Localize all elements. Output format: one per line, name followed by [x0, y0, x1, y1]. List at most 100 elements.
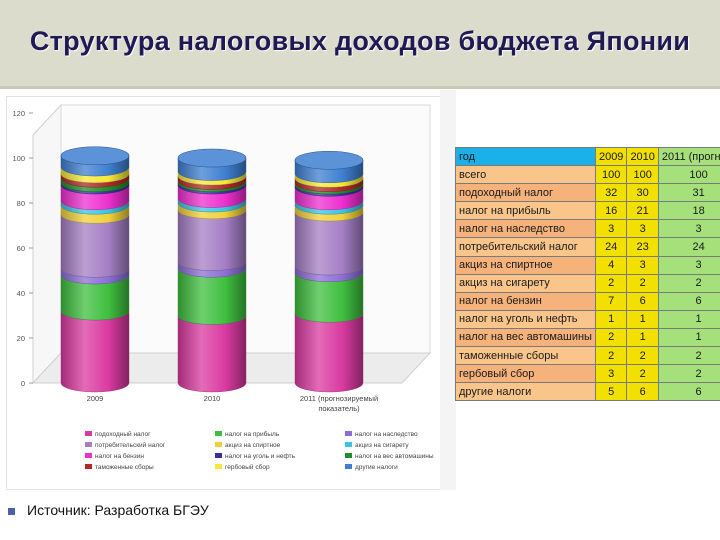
table-row: гербовый сбор 3 2 2: [455, 364, 720, 384]
table-row-label: налог на уголь и нефть: [455, 309, 596, 329]
source-note: Источник: Разработка БГЭУ: [8, 502, 209, 518]
table-cell: 23: [626, 237, 659, 257]
table-cell: 1: [594, 309, 628, 329]
legend-label: налог на наследство: [355, 431, 418, 438]
legend-swatch: [215, 453, 222, 458]
bar-top-cap: [294, 150, 364, 170]
legend-label: другие налоги: [355, 464, 398, 471]
table-cell: 3: [594, 219, 628, 239]
y-tick-label: 20: [17, 334, 25, 343]
x-tick-label: 2009: [87, 394, 104, 403]
legend-swatch: [85, 431, 92, 436]
table-row-label: акциз на спиртное: [455, 255, 596, 275]
table-cell: 4: [594, 255, 628, 275]
legend-swatch: [85, 464, 92, 469]
legend-label: налог на уголь и нефть: [225, 453, 296, 460]
legend-swatch: [85, 442, 92, 447]
bar-segment: [294, 211, 364, 276]
table-cell: 2: [657, 346, 720, 366]
legend-label: акциз на спиртное: [225, 442, 281, 449]
legend-label: таможенные сборы: [95, 463, 154, 471]
page-title: Структура налоговых доходов бюджета Япон…: [29, 26, 691, 56]
table-cell: 7: [594, 291, 628, 311]
legend-swatch: [345, 442, 352, 447]
y-tick-label: 120: [12, 109, 25, 118]
table-header-year: 2009: [594, 146, 628, 167]
legend-label: акциз на сигарету: [355, 442, 409, 449]
table-row: подоходный налог 32 30 31: [455, 183, 720, 203]
table-row-label: налог на вес автомашины: [455, 327, 596, 348]
table-row: потребительский налог 24 23 24: [455, 237, 720, 257]
legend-label: гербовый сбор: [225, 463, 270, 471]
table-cell: 3: [657, 255, 720, 275]
legend-swatch: [345, 453, 352, 458]
table-row-label: другие налоги: [455, 382, 596, 402]
table-cell: 2: [657, 364, 720, 384]
table-cell: 2: [626, 273, 659, 293]
legend-swatch: [345, 431, 352, 436]
table-cell: 24: [594, 237, 628, 257]
table-cell: 31: [657, 183, 720, 203]
y-tick-label: 80: [17, 199, 25, 208]
bar-segment: [60, 214, 130, 278]
table-cell: 2: [657, 273, 720, 293]
table-row: налог на уголь и нефть 1 1 1: [455, 309, 720, 329]
y-tick-label: 0: [21, 379, 25, 388]
table-cell: 1: [657, 309, 720, 329]
y-tick-label: 100: [12, 154, 25, 163]
table-cell: 2: [594, 273, 628, 293]
table-row: всего 100 100 100: [455, 165, 720, 185]
table-cell: 1: [626, 309, 659, 329]
table-cell: 24: [657, 237, 720, 257]
table-row: налог на бензин 7 6 6: [455, 291, 720, 311]
chart-panel: 0 20 40 60 80 100 120 2009 2010 2011 (прогнозируе…: [6, 96, 449, 490]
table-cell: 1: [657, 327, 720, 348]
table-cell: 1: [626, 327, 659, 348]
table-cell: 6: [657, 382, 720, 402]
x-tick-label: 2011 (прогнозируемый показатель): [300, 394, 378, 413]
title-divider: [0, 86, 720, 89]
table-row-label: подоходный налог: [455, 183, 596, 203]
y-tick-label: 60: [17, 244, 25, 253]
table-cell: 2: [594, 327, 628, 348]
table-row-label: налог на прибыль: [455, 201, 596, 221]
table-cell: 16: [594, 201, 628, 221]
legend-label: налог на бензин: [95, 452, 144, 460]
table-cell: 30: [626, 183, 659, 203]
table-header-year: 2011 (прогноз): [657, 146, 720, 167]
y-tick-label: 40: [17, 289, 25, 298]
bar-top-cap: [60, 146, 130, 166]
legend-label: налог на прибыль: [225, 430, 280, 438]
table-row-label: налог на бензин: [455, 291, 596, 311]
table-row: налог на вес автомашины 2 1 1: [455, 327, 720, 348]
table-row-label: потребительский налог: [455, 237, 596, 257]
panel-divider: [440, 90, 456, 490]
table-cell: 2: [626, 364, 659, 384]
x-tick-label: 2010: [204, 394, 221, 403]
legend-swatch: [215, 442, 222, 447]
table-cell: 3: [626, 219, 659, 239]
table-row-label: гербовый сбор: [455, 364, 596, 384]
table-cell: 5: [594, 382, 628, 402]
table-cell: 100: [594, 165, 628, 185]
legend-label: налог на вес автомашины: [355, 453, 434, 460]
title-band: [0, 0, 720, 88]
table-header-label: год: [455, 146, 596, 167]
table-cell: 2: [626, 346, 659, 366]
table-row: другие налоги 5 6 6: [455, 382, 720, 402]
legend-swatch: [215, 431, 222, 436]
bar-top-cap: [177, 148, 247, 168]
table-row: таможенные сборы 2 2 2: [455, 346, 720, 366]
table-row-label: акциз на сигарету: [455, 273, 596, 293]
stacked-cylinder-chart: 0 20 40 60 80 100 120 2009 2010 2011 (прогнозируе…: [12, 103, 434, 471]
source-text: Источник: Разработка БГЭУ: [27, 502, 209, 518]
table-cell: 32: [594, 183, 628, 203]
table-row-label: таможенные сборы: [455, 346, 596, 366]
table-cell: 3: [626, 255, 659, 275]
table-cell: 3: [594, 364, 628, 384]
table-cell: 100: [657, 165, 720, 185]
table-row: налог на наследство 3 3 3: [455, 219, 720, 239]
table-cell: 6: [626, 382, 659, 402]
